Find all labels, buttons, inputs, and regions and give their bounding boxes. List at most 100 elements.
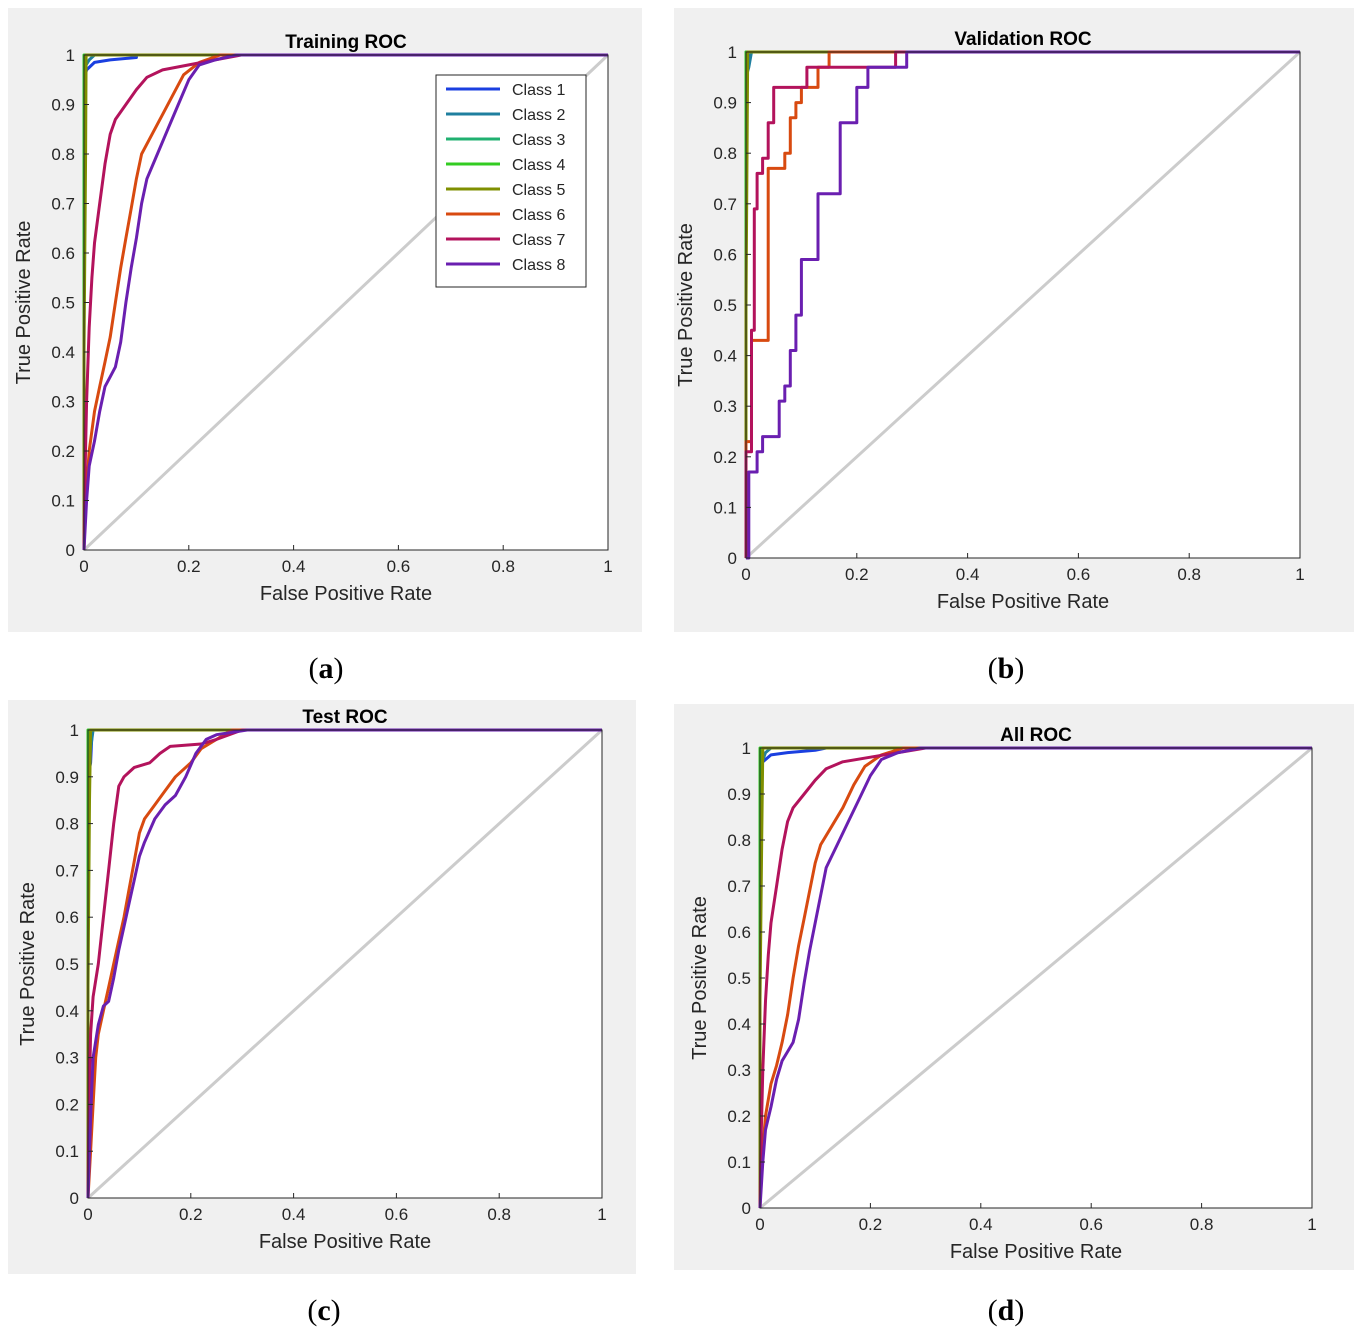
training-xtick-label: 0.4 — [282, 557, 306, 576]
training-series-class-6 — [82, 53, 608, 551]
training-xtick-label: 1 — [603, 557, 612, 576]
all-chart-title: All ROC — [1000, 725, 1072, 746]
validation-xtick-label: 0 — [741, 565, 750, 584]
training-legend-label-class-7: Class 7 — [512, 232, 565, 249]
all-y-axis-label: True Positive Rate — [689, 896, 711, 1060]
validation-ytick-label: 0.8 — [713, 144, 737, 163]
caption-a: (a) — [308, 652, 344, 685]
training-roc-chart: Training ROC 0 0.2 0.4 0.6 0.8 1 0 0.1 0.2 0.3 0.4 0… — [8, 8, 642, 632]
training-ytick-label: 0.4 — [51, 343, 75, 362]
test-ytick-label: 0 — [70, 1189, 79, 1208]
caption-c-letter: c — [317, 1294, 331, 1327]
training-legend-label-class-5: Class 5 — [512, 182, 565, 199]
training-ytick-label: 0.7 — [51, 195, 75, 214]
validation-ytick-label: 0.9 — [713, 94, 737, 113]
training-legend: Class 1 Class 2 Class 3 Class 4 Class 5 Class… — [435, 74, 587, 288]
test-y-axis-label: True Positive Rate — [17, 882, 39, 1046]
validation-ytick-label: 1 — [728, 43, 737, 62]
training-y-axis-label: True Positive Rate — [13, 221, 35, 385]
training-chart-title: Training ROC — [285, 32, 407, 53]
validation-ytick-label: 0.1 — [713, 498, 737, 517]
training-ytick-label: 0.9 — [51, 96, 75, 115]
validation-ytick-label: 0 — [728, 549, 737, 568]
training-ytick-label: 0.3 — [51, 393, 75, 412]
all-ytick-label: 0.9 — [727, 785, 751, 804]
training-legend-label-class-6: Class 6 — [512, 207, 565, 224]
validation-xtick-label: 0.6 — [1067, 565, 1091, 584]
test-xtick-label: 0.8 — [487, 1205, 511, 1224]
all-ytick-label: 0 — [742, 1199, 751, 1218]
all-roc-chart: All ROC 0 0.2 0.4 0.6 0.8 1 0 0.1 0.2 0.3 0.4 0.5 0.6… — [674, 704, 1354, 1270]
test-ytick-label: 0.6 — [55, 908, 79, 927]
all-ytick-label: 1 — [742, 739, 751, 758]
caption-c: (c) — [307, 1294, 341, 1327]
validation-x-axis-label: False Positive Rate — [937, 591, 1109, 613]
validation-xtick-label: 1 — [1295, 565, 1304, 584]
test-ytick-label: 0.4 — [55, 1002, 79, 1021]
test-ytick-label: 0.3 — [55, 1049, 79, 1068]
training-legend-label-class-2: Class 2 — [512, 107, 565, 124]
validation-xtick-label: 0.2 — [845, 565, 869, 584]
all-xtick-label: 0.6 — [1079, 1215, 1103, 1234]
test-series-class-8 — [86, 728, 602, 1199]
test-x-axis-label: False Positive Rate — [259, 1231, 431, 1253]
test-diagonal-line — [86, 728, 604, 1200]
training-xtick-label: 0.2 — [177, 557, 201, 576]
validation-roc-chart: Validation ROC 0 0.2 0.4 0.6 0.8 1 0 0.1 0.2 0.3 0.… — [674, 8, 1354, 632]
training-xtick-label: 0 — [79, 557, 88, 576]
all-x-axis-label: False Positive Rate — [950, 1241, 1122, 1263]
all-xtick-label: 1 — [1307, 1215, 1316, 1234]
test-ytick-label: 0.8 — [55, 815, 79, 834]
validation-xtick-label: 0.4 — [956, 565, 980, 584]
validation-ytick-label: 0.4 — [713, 347, 737, 366]
training-ytick-label: 0.6 — [51, 244, 75, 263]
caption-a-letter: a — [318, 652, 334, 685]
test-xtick-label: 0.6 — [385, 1205, 409, 1224]
all-diagonal-line — [759, 746, 1313, 1210]
validation-xtick-label: 0.8 — [1177, 565, 1201, 584]
training-series-class-8 — [82, 53, 608, 551]
test-ytick-label: 0.7 — [55, 861, 79, 880]
caption-d-letter: d — [997, 1294, 1015, 1327]
all-ytick-label: 0.7 — [727, 877, 751, 896]
validation-ytick-label: 0.2 — [713, 448, 737, 467]
training-x-axis-label: False Positive Rate — [260, 583, 432, 605]
all-ytick-label: 0.8 — [727, 831, 751, 850]
caption-d: (d) — [987, 1294, 1025, 1327]
validation-ytick-label: 0.3 — [713, 397, 737, 416]
training-xtick-label: 0.6 — [387, 557, 411, 576]
training-ytick-label: 0.2 — [51, 442, 75, 461]
all-xtick-label: 0.4 — [969, 1215, 993, 1234]
test-ytick-label: 0.2 — [55, 1095, 79, 1114]
all-roc-panel: All ROC 0 0.2 0.4 0.6 0.8 1 0 0.1 0.2 0.3 0.4 0.5 0.6… — [674, 704, 1354, 1270]
test-ytick-label: 0.5 — [55, 955, 79, 974]
training-legend-label-class-4: Class 4 — [512, 157, 565, 174]
test-ytick-label: 1 — [70, 721, 79, 740]
all-series-class-8 — [758, 746, 1312, 1209]
test-ytick-label: 0.1 — [55, 1142, 79, 1161]
test-xtick-label: 0 — [83, 1205, 92, 1224]
test-ytick-label: 0.9 — [55, 768, 79, 787]
training-ytick-label: 1 — [66, 46, 75, 65]
validation-chart-title: Validation ROC — [954, 29, 1092, 50]
training-ytick-label: 0.5 — [51, 294, 75, 313]
validation-series-class-7 — [744, 50, 1300, 558]
training-legend-label-class-8: Class 8 — [512, 257, 565, 274]
all-ytick-label: 0.1 — [727, 1153, 751, 1172]
all-xtick-label: 0.2 — [859, 1215, 883, 1234]
test-roc-chart: Test ROC 0 0.2 0.4 0.6 0.8 1 0 0.1 0.2 0.3 0.4 0.5 0.… — [8, 700, 636, 1274]
all-ytick-label: 0.2 — [727, 1107, 751, 1126]
training-legend-box — [435, 74, 587, 288]
caption-b: (b) — [987, 652, 1025, 685]
validation-y-axis-label: True Positive Rate — [675, 223, 697, 387]
all-xtick-label: 0.8 — [1190, 1215, 1214, 1234]
all-series-class-6 — [758, 746, 1312, 1209]
training-ytick-label: 0.8 — [51, 145, 75, 164]
training-legend-label-class-1: Class 1 — [512, 82, 565, 99]
test-roc-panel: Test ROC 0 0.2 0.4 0.6 0.8 1 0 0.1 0.2 0.3 0.4 0.5 0.… — [8, 700, 636, 1274]
caption-b-letter: b — [997, 652, 1015, 685]
training-legend-label-class-3: Class 3 — [512, 132, 565, 149]
test-xtick-label: 0.4 — [282, 1205, 306, 1224]
training-series-class-7 — [82, 53, 608, 551]
all-ytick-label: 0.5 — [727, 969, 751, 988]
